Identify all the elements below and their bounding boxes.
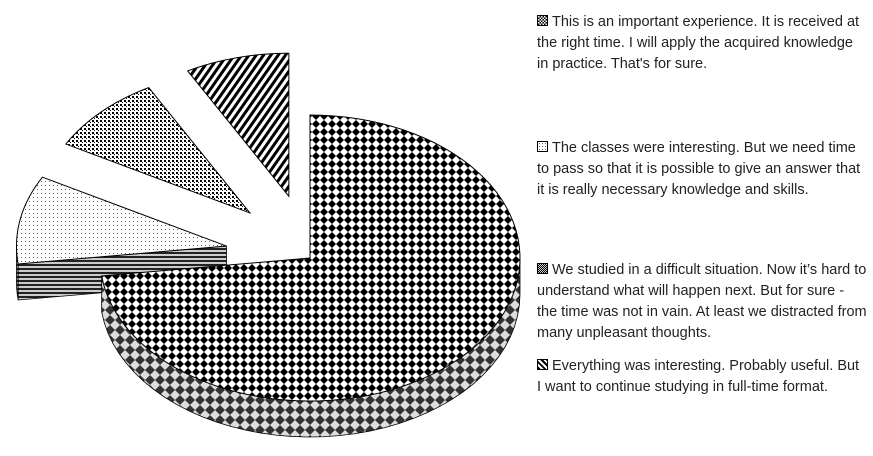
slice <box>65 87 252 215</box>
pie-chart <box>16 52 521 438</box>
legend-label: This is an important experience. It is r… <box>537 14 860 72</box>
legend-label: Everything was interesting. Probably use… <box>537 358 860 395</box>
slice <box>186 52 290 198</box>
legend-item: Everything was interesting. Probably use… <box>537 356 867 398</box>
legend-item: This is an important experience. It is r… <box>537 12 867 75</box>
legend-swatch <box>537 141 548 152</box>
legend-item: We studied in a difficult situation. Now… <box>537 260 867 344</box>
legend-swatch <box>537 359 548 370</box>
legend-swatch <box>537 263 548 274</box>
legend-swatch <box>537 15 548 26</box>
slice <box>16 176 227 265</box>
legend-item: The classes were interesting. But we nee… <box>537 138 867 201</box>
legend-label: We studied in a difficult situation. Now… <box>537 262 867 341</box>
slice <box>101 114 521 402</box>
legend-label: The classes were interesting. But we nee… <box>537 140 861 198</box>
